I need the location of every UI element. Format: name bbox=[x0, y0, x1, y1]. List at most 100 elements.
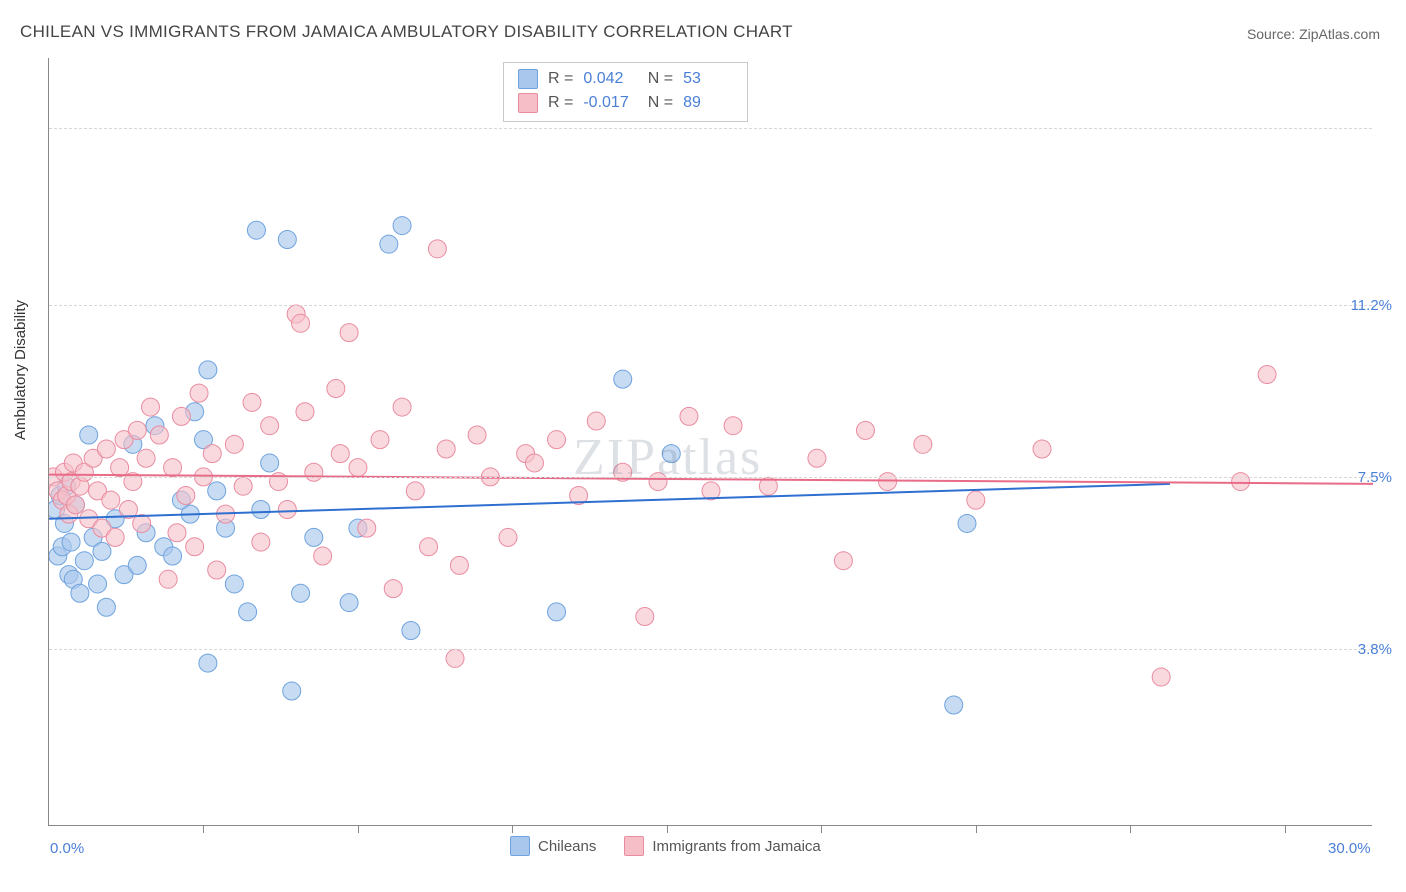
data-point bbox=[75, 552, 93, 570]
data-point bbox=[89, 575, 107, 593]
data-point bbox=[247, 221, 265, 239]
data-point bbox=[649, 473, 667, 491]
scatter-svg bbox=[49, 58, 1373, 826]
legend-item-2: Immigrants from Jamaica bbox=[624, 836, 820, 856]
data-point bbox=[133, 514, 151, 532]
stat-r-1: 0.042 bbox=[583, 67, 633, 91]
stats-row-series-2: R = -0.017 N = 89 bbox=[518, 91, 733, 115]
data-point bbox=[314, 547, 332, 565]
data-point bbox=[66, 496, 84, 514]
y-tick-label: 3.8% bbox=[1358, 641, 1392, 658]
x-tick bbox=[976, 825, 977, 833]
data-point bbox=[168, 524, 186, 542]
data-point bbox=[172, 407, 190, 425]
data-point bbox=[164, 459, 182, 477]
x-tick-label: 0.0% bbox=[50, 840, 84, 857]
data-point bbox=[97, 598, 115, 616]
data-point bbox=[296, 403, 314, 421]
data-point bbox=[128, 421, 146, 439]
legend-label-1: Chileans bbox=[538, 838, 596, 855]
data-point bbox=[446, 649, 464, 667]
data-point bbox=[102, 491, 120, 509]
swatch-series-1 bbox=[518, 69, 538, 89]
chart-title: CHILEAN VS IMMIGRANTS FROM JAMAICA AMBUL… bbox=[20, 22, 793, 42]
data-point bbox=[252, 500, 270, 518]
data-point bbox=[159, 570, 177, 588]
data-point bbox=[402, 622, 420, 640]
legend-bottom: Chileans Immigrants from Jamaica bbox=[510, 836, 821, 856]
data-point bbox=[331, 445, 349, 463]
data-point bbox=[278, 231, 296, 249]
data-point bbox=[128, 556, 146, 574]
data-point bbox=[225, 575, 243, 593]
data-point bbox=[62, 533, 80, 551]
data-point bbox=[967, 491, 985, 509]
data-point bbox=[1232, 473, 1250, 491]
data-point bbox=[636, 608, 654, 626]
data-point bbox=[278, 500, 296, 518]
data-point bbox=[958, 514, 976, 532]
gridline-h bbox=[49, 477, 1372, 478]
data-point bbox=[587, 412, 605, 430]
data-point bbox=[106, 528, 124, 546]
data-point bbox=[292, 584, 310, 602]
y-tick-label: 7.5% bbox=[1358, 469, 1392, 486]
data-point bbox=[349, 459, 367, 477]
stat-label-n: N = bbox=[643, 67, 673, 91]
data-point bbox=[358, 519, 376, 537]
gridline-h bbox=[49, 305, 1372, 306]
data-point bbox=[1152, 668, 1170, 686]
data-point bbox=[97, 440, 115, 458]
x-tick bbox=[821, 825, 822, 833]
data-point bbox=[340, 324, 358, 342]
data-point bbox=[199, 654, 217, 672]
stat-label-r: R = bbox=[548, 91, 573, 115]
data-point bbox=[680, 407, 698, 425]
data-point bbox=[305, 528, 323, 546]
data-point bbox=[662, 445, 680, 463]
data-point bbox=[614, 370, 632, 388]
x-tick bbox=[667, 825, 668, 833]
data-point bbox=[283, 682, 301, 700]
data-point bbox=[437, 440, 455, 458]
chart-container: CHILEAN VS IMMIGRANTS FROM JAMAICA AMBUL… bbox=[0, 0, 1406, 892]
data-point bbox=[393, 217, 411, 235]
data-point bbox=[142, 398, 160, 416]
data-point bbox=[420, 538, 438, 556]
x-tick bbox=[203, 825, 204, 833]
plot-area: R = 0.042 N = 53 R = -0.017 N = 89 ZIPat… bbox=[48, 58, 1372, 826]
legend-label-2: Immigrants from Jamaica bbox=[652, 838, 820, 855]
gridline-h bbox=[49, 128, 1372, 129]
data-point bbox=[499, 528, 517, 546]
data-point bbox=[225, 435, 243, 453]
data-point bbox=[393, 398, 411, 416]
data-point bbox=[371, 431, 389, 449]
data-point bbox=[177, 487, 195, 505]
data-point bbox=[93, 542, 111, 560]
data-point bbox=[239, 603, 257, 621]
data-point bbox=[305, 463, 323, 481]
stat-label-n: N = bbox=[643, 91, 673, 115]
data-point bbox=[199, 361, 217, 379]
data-point bbox=[208, 561, 226, 579]
data-point bbox=[327, 379, 345, 397]
data-point bbox=[856, 421, 874, 439]
stat-n-1: 53 bbox=[683, 67, 733, 91]
data-point bbox=[428, 240, 446, 258]
legend-swatch-2 bbox=[624, 836, 644, 856]
legend-item-1: Chileans bbox=[510, 836, 596, 856]
data-point bbox=[261, 417, 279, 435]
data-point bbox=[203, 445, 221, 463]
x-tick bbox=[1285, 825, 1286, 833]
data-point bbox=[80, 426, 98, 444]
stats-legend-box: R = 0.042 N = 53 R = -0.017 N = 89 bbox=[503, 62, 748, 122]
data-point bbox=[234, 477, 252, 495]
data-point bbox=[384, 580, 402, 598]
stat-r-2: -0.017 bbox=[583, 91, 633, 115]
x-tick-label: 30.0% bbox=[1328, 840, 1371, 857]
data-point bbox=[724, 417, 742, 435]
data-point bbox=[164, 547, 182, 565]
source-attribution: Source: ZipAtlas.com bbox=[1247, 26, 1380, 42]
data-point bbox=[834, 552, 852, 570]
y-tick-label: 11.2% bbox=[1351, 297, 1392, 314]
